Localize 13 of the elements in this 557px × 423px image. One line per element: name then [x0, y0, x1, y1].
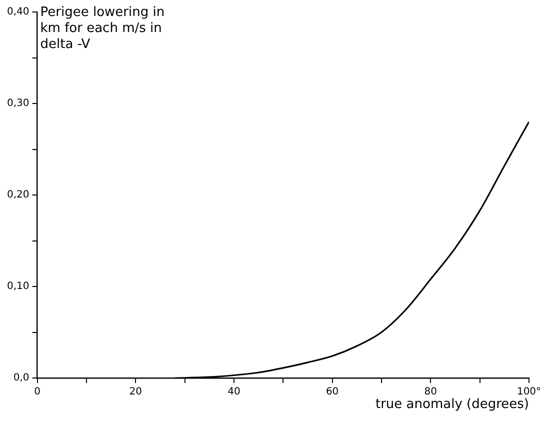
y-tick-label: 0,0: [13, 372, 30, 384]
y-axis-title: Perigee lowering in km for each m/s in delta -V: [40, 4, 165, 52]
y-tick-label: 0,20: [7, 190, 30, 201]
x-tick-label: 20: [129, 386, 142, 398]
x-axis-title: true anomaly (degrees): [375, 396, 529, 412]
y-tick-label: 0,40: [7, 6, 30, 18]
x-tick-label: 80: [424, 386, 438, 398]
x-tick-label: 40: [228, 386, 240, 398]
y-tick-label: 0,30: [7, 98, 30, 110]
y-tick-label: 0,10: [7, 281, 30, 292]
x-tick-label: 0: [34, 386, 40, 398]
x-tick-label: 60: [326, 386, 339, 398]
x-tick-label: 100°: [516, 386, 542, 398]
